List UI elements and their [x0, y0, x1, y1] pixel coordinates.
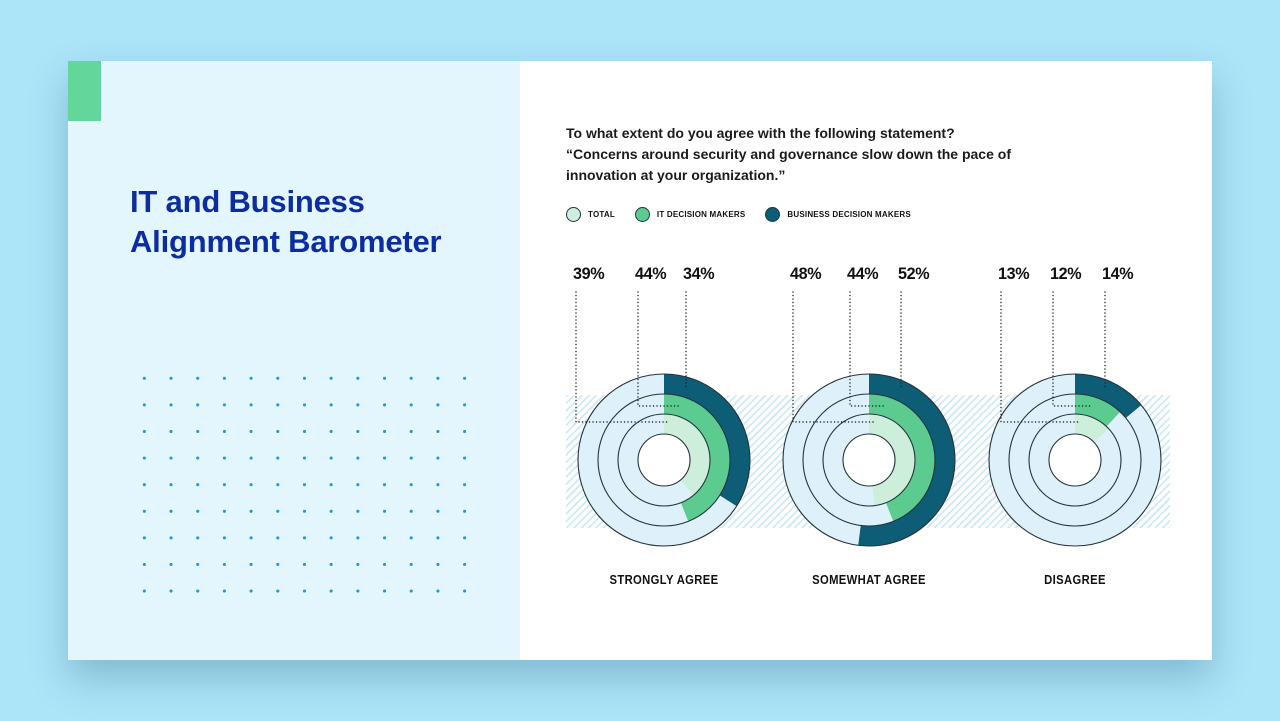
percent-label-business-decision-makers: 14% — [1102, 264, 1134, 283]
title-panel: IT and Business Alignment Barometer — [68, 61, 520, 660]
ring-segment-outer — [664, 374, 750, 507]
legend-label: BUSINESS DECISION MAKERS — [787, 210, 911, 219]
percent-label-business-decision-makers: 52% — [898, 264, 930, 283]
leader-line — [575, 291, 671, 423]
business-decision-makers-swatch-icon — [765, 207, 781, 222]
category-label-strongly-agree: STRONGLY AGREE — [609, 573, 719, 587]
donut-chart-somewhat-agree: 48% 44% 52% — [759, 260, 979, 560]
leader-line — [637, 291, 680, 407]
total-swatch-icon — [566, 207, 581, 222]
survey-question: To what extent do you agree with the fol… — [566, 125, 1011, 183]
legend-item-business-decision-makers: BUSINESS DECISION MAKERS — [765, 207, 911, 222]
page-title: IT and Business Alignment Barometer — [130, 184, 442, 259]
donut-svg — [988, 291, 1162, 547]
leader-line — [792, 291, 876, 423]
leader-line — [1000, 291, 1082, 423]
legend-item-total: TOTAL — [566, 207, 615, 222]
ring-segment-inner — [869, 414, 916, 506]
ring-segment-middle — [869, 394, 936, 522]
chart-area: To what extent do you agree with the fol… — [520, 61, 1212, 660]
category-label-disagree: DISAGREE — [1044, 573, 1106, 587]
ring-segment-middle — [664, 394, 731, 522]
legend-label: TOTAL — [588, 210, 615, 219]
ring-segment-inner — [664, 414, 710, 496]
category-label-somewhat-agree: SOMEWHAT AGREE — [812, 573, 926, 587]
percent-label-total: 13% — [998, 264, 1030, 283]
ring-segment-outer — [858, 374, 956, 546]
donut-svg — [575, 291, 751, 547]
accent-block — [68, 61, 101, 121]
donut-chart-strongly-agree: 39% 44% 34% — [554, 260, 774, 560]
ring-segment-middle — [1075, 394, 1121, 427]
percent-label-business-decision-makers: 34% — [683, 264, 715, 283]
it-decision-makers-swatch-icon — [634, 207, 650, 222]
percent-label-it-decision-makers: 44% — [847, 264, 879, 283]
legend-label: IT DECISION MAKERS — [656, 210, 746, 219]
percent-label-total: 48% — [790, 264, 822, 283]
percent-label-it-decision-makers: 44% — [635, 264, 667, 283]
donut-chart-disagree: 13% 12% 14% — [965, 260, 1185, 560]
percent-label-it-decision-makers: 12% — [1050, 264, 1082, 283]
ring-segment-outer — [1075, 374, 1142, 418]
percent-label-total: 39% — [573, 264, 605, 283]
donut-svg — [782, 291, 956, 547]
leader-line — [1052, 291, 1091, 407]
infographic-card: IT and Business Alignment Barometer To w… — [68, 61, 1212, 660]
decorative-dot-grid — [128, 361, 486, 611]
chart-legend: TOTAL IT DECISION MAKERS BUSINESS DECISI… — [566, 207, 931, 222]
legend-item-it-decision-makers: IT DECISION MAKERS — [634, 207, 746, 222]
leader-line — [849, 291, 885, 407]
